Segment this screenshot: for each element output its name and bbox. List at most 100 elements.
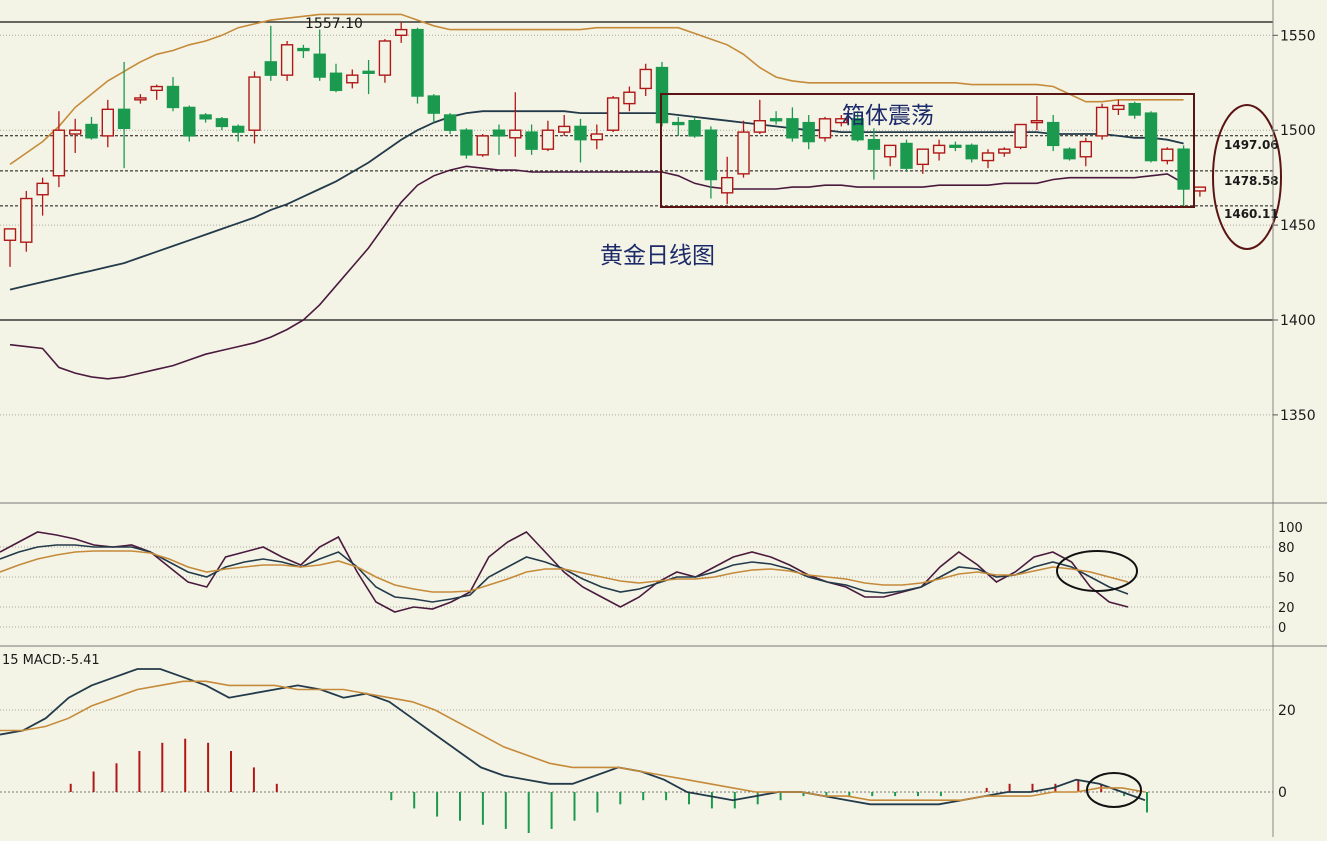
candle xyxy=(802,115,815,150)
candle-body xyxy=(264,61,277,76)
candle-body xyxy=(704,129,718,181)
candle xyxy=(150,84,163,100)
boll-upper-path xyxy=(9,13,1184,166)
candle xyxy=(981,149,995,169)
kdj-j-path xyxy=(0,550,1129,593)
candle xyxy=(199,113,212,123)
price-axis: 1550 1500 1450 1400 1350 xyxy=(1273,28,1316,424)
candle xyxy=(346,69,359,89)
candle-body xyxy=(1095,106,1109,137)
level-lines xyxy=(0,135,1273,207)
candle xyxy=(280,40,294,81)
candle xyxy=(378,39,392,83)
macd-cross-marker xyxy=(1086,772,1142,808)
candle xyxy=(476,133,489,157)
macd-dif-path xyxy=(0,668,1146,806)
candle-body xyxy=(1046,121,1060,147)
candle xyxy=(867,128,881,180)
candle-body xyxy=(378,40,392,76)
candle xyxy=(1095,103,1109,140)
price-grid xyxy=(0,21,1273,416)
candle xyxy=(1128,101,1141,119)
ma-path xyxy=(9,110,1184,291)
candle-body xyxy=(313,53,326,78)
candle xyxy=(672,116,685,136)
macd-dea-path xyxy=(0,680,1146,801)
candle-body xyxy=(492,129,506,137)
candle-body xyxy=(36,182,49,196)
candle xyxy=(1144,111,1158,163)
candle xyxy=(509,92,522,157)
candle xyxy=(1177,145,1190,207)
candle-body xyxy=(998,148,1011,154)
candle xyxy=(117,61,131,169)
candle-body xyxy=(1177,148,1190,190)
candle-body xyxy=(590,133,603,141)
macd-tick-label: 0 xyxy=(1278,785,1287,801)
candle xyxy=(688,116,701,138)
kdj-tick-label: 100 xyxy=(1278,521,1303,536)
candle-body xyxy=(672,121,685,126)
candle-body xyxy=(427,95,440,114)
candle-body xyxy=(1014,123,1027,148)
boll-lower-line xyxy=(9,165,1184,380)
candle-body xyxy=(639,68,652,90)
candle xyxy=(998,147,1011,157)
candle-body xyxy=(460,129,473,156)
candle-body xyxy=(574,125,587,141)
candle-body xyxy=(1063,148,1076,160)
candle xyxy=(297,44,310,59)
candle xyxy=(85,116,98,140)
candle xyxy=(916,148,929,174)
candle xyxy=(134,94,147,104)
candle-body xyxy=(1161,148,1174,162)
candle xyxy=(68,118,82,153)
boll-upper-line xyxy=(9,13,1184,166)
macd-histogram xyxy=(69,738,1148,833)
candle xyxy=(36,177,49,216)
candle-body xyxy=(1079,140,1093,158)
candle xyxy=(900,139,913,172)
candle xyxy=(932,139,946,161)
candle-body xyxy=(231,125,245,133)
candle-body xyxy=(411,28,424,97)
levels-highlight-ellipse xyxy=(1212,104,1282,250)
candle xyxy=(329,63,343,93)
candle xyxy=(492,124,506,155)
candle xyxy=(1079,137,1093,167)
kdj-grid xyxy=(0,546,1273,628)
candle xyxy=(52,111,66,188)
candle-body xyxy=(623,91,636,105)
candle xyxy=(1014,123,1027,150)
candle-body xyxy=(85,123,98,139)
candle-body xyxy=(150,85,163,92)
candle-body xyxy=(981,152,995,162)
candle xyxy=(460,128,473,159)
price-tick-label: 1500 xyxy=(1280,123,1316,139)
candle xyxy=(101,99,115,148)
candle xyxy=(721,156,734,205)
candle xyxy=(411,27,424,104)
candle-body xyxy=(606,97,620,131)
candle xyxy=(786,107,799,142)
macd-axis: 20 0 xyxy=(1278,703,1296,801)
candle-body xyxy=(134,97,147,101)
candle-body xyxy=(329,72,343,92)
candle xyxy=(737,120,750,178)
candle-body xyxy=(769,118,783,122)
level-high-label: 1497.06 xyxy=(1224,138,1279,152)
candle xyxy=(427,94,440,123)
candle-body xyxy=(476,135,489,156)
candle-body xyxy=(851,118,864,141)
price-tick-label: 1400 xyxy=(1280,313,1316,329)
candle-body xyxy=(835,118,848,124)
candle xyxy=(590,124,603,150)
candle-body xyxy=(916,148,929,166)
candle xyxy=(623,86,636,112)
candle-body xyxy=(818,118,832,139)
candle-body xyxy=(199,114,212,120)
candle xyxy=(20,190,33,252)
candle xyxy=(443,113,457,134)
